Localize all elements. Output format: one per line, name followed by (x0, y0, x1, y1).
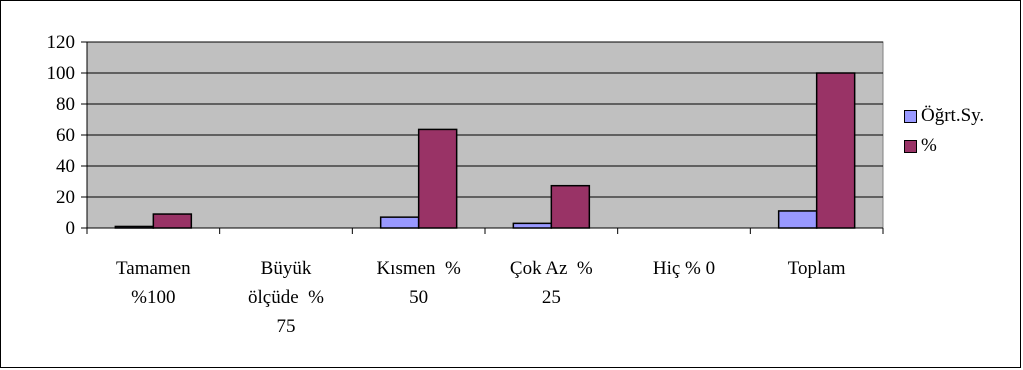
x-tick-label-5: Toplam (788, 258, 846, 279)
bar-series-1-cat-2 (417, 128, 458, 229)
x-tick-label-line: Kısmen % (376, 258, 461, 279)
bar-series-0-cat-5 (777, 210, 818, 229)
y-tick-label-6: 120 (47, 32, 76, 53)
y-tick-label-0: 0 (66, 218, 76, 239)
legend-label-percent: % (921, 135, 937, 156)
x-tick-label-3: Çok Az % 25 (510, 258, 593, 308)
bar-series-1-cat-0 (152, 213, 193, 229)
legend: Öğrt.Sy. % (904, 101, 1023, 161)
x-tick-label-4: Hiç % 0 (653, 258, 715, 279)
legend-swatch-percent (904, 139, 917, 153)
x-tick-label-line: ölçüde % (248, 287, 324, 308)
legend-item-ogrt-sy: Öğrt.Sy. (904, 101, 1023, 131)
x-tick-label-2: Kısmen % 50 (376, 258, 461, 308)
x-tick-label-line: Çok Az % (510, 258, 593, 279)
bar-series-0-cat-2 (379, 216, 420, 229)
x-tick-label-line: 75 (277, 316, 296, 337)
x-tick-label-line: Büyük (261, 258, 312, 279)
x-tick-label-line: Tamamen (116, 258, 191, 279)
bar-series-1-cat-3 (550, 184, 591, 229)
legend-swatch-ogrt-sy (904, 109, 917, 123)
x-tick-label-line: 50 (409, 287, 428, 308)
bar-series-1-cat-5 (815, 72, 856, 229)
x-tick-label-0: Tamamen %100 (116, 258, 191, 308)
y-tick-label-5: 100 (47, 63, 76, 84)
bar-series-0-cat-0 (114, 225, 155, 229)
legend-item-percent: % (904, 131, 1023, 161)
x-tick-label-line: %100 (131, 287, 175, 308)
y-tick-label-1: 20 (56, 187, 75, 208)
legend-label-ogrt-sy: Öğrt.Sy. (921, 105, 985, 126)
y-tick-label-4: 80 (56, 94, 75, 115)
y-tick-label-2: 40 (56, 156, 75, 177)
x-tick-label-1: Büyük ölçüde % 75 (248, 258, 324, 337)
x-tick-label-line: Hiç % 0 (653, 258, 715, 279)
y-tick-label-3: 60 (56, 125, 75, 146)
x-tick-label-line: Toplam (788, 258, 846, 279)
bar-series-0-cat-3 (512, 222, 553, 229)
x-tick-label-line: 25 (542, 287, 561, 308)
